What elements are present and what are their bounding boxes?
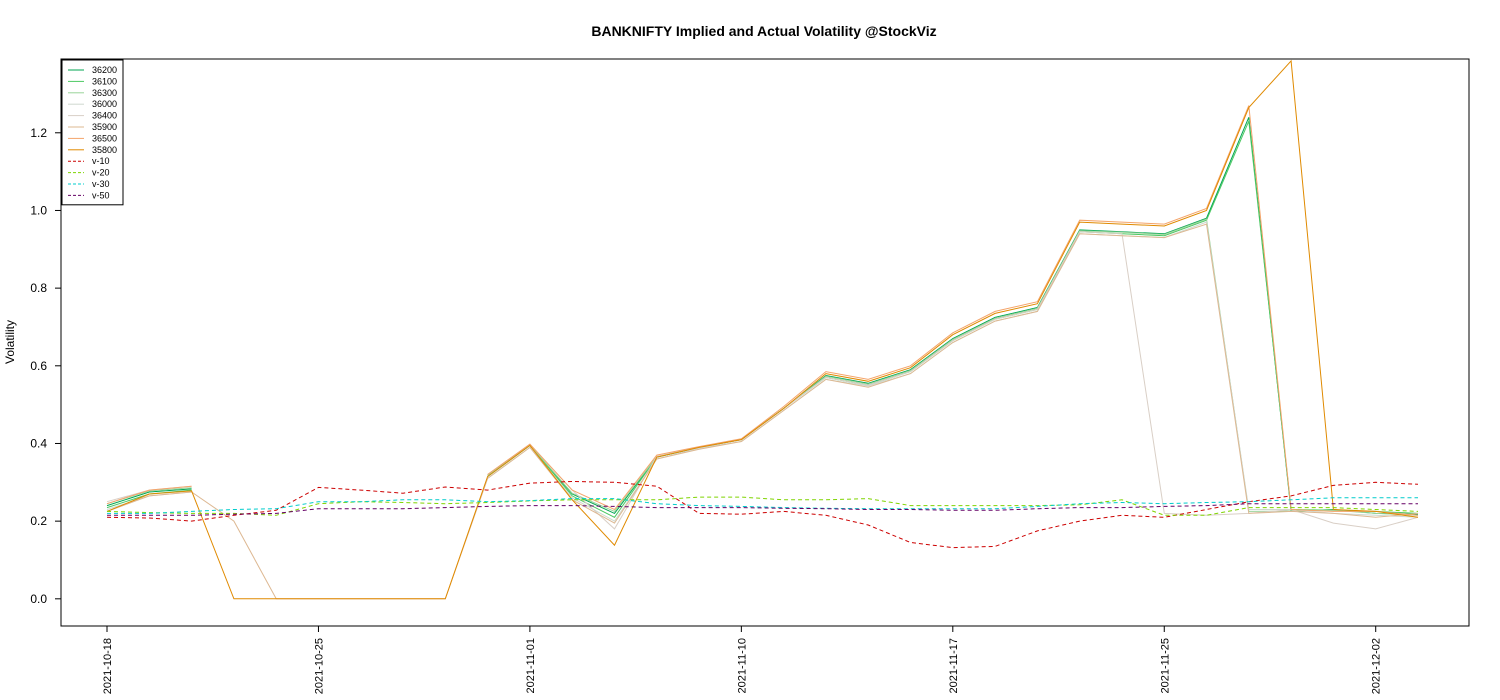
y-tick-label: 0.6 [30, 359, 47, 373]
chart-title: BANKNIFTY Implied and Actual Volatility … [591, 23, 936, 39]
series-line-36300 [106, 218, 1419, 516]
series-line-v-50 [107, 503, 1418, 516]
legend-label-35900: 35900 [92, 122, 117, 132]
x-tick-label: 2021-10-25 [313, 638, 325, 694]
legend-label-36100: 36100 [92, 76, 117, 86]
legend-label-v-30: v-30 [92, 179, 110, 189]
plot-frame [60, 58, 1470, 627]
y-tick-label: 1.0 [30, 203, 47, 217]
x-tick-label: 2021-11-01 [525, 638, 537, 693]
legend-label-v-10: v-10 [92, 156, 110, 166]
legend-label-36400: 36400 [92, 111, 117, 121]
y-axis: 0.0 0.2 0.4 0.6 0.8 1.0 1.2 [30, 126, 62, 606]
series-line-v-20 [106, 496, 1419, 516]
y-tick-label: 0.4 [30, 436, 47, 450]
legend-label-36500: 36500 [92, 133, 117, 143]
x-axis: 2021-10-18 2021-10-25 2021-11-01 2021-11-10… [102, 625, 1383, 694]
x-tick-label: 2021-10-18 [102, 638, 114, 694]
y-tick-label: 0.0 [30, 592, 47, 606]
series-line-36000 [106, 221, 1419, 522]
legend-label-v-50: v-50 [92, 190, 110, 200]
series-line-35800 [106, 59, 1419, 600]
series-layer [106, 59, 1419, 600]
legend-label-v-20: v-20 [92, 168, 110, 178]
series-line-v-30 [107, 497, 1418, 514]
y-tick-label: 1.2 [30, 126, 47, 140]
x-tick-label: 2021-11-17 [948, 638, 960, 693]
x-tick-label: 2021-12-02 [1371, 638, 1383, 694]
series-line-35900 [106, 223, 1419, 600]
legend-label-36200: 36200 [92, 65, 117, 75]
x-tick-label: 2021-11-25 [1159, 638, 1171, 693]
y-tick-label: 0.2 [30, 514, 47, 528]
legend-box [61, 59, 124, 206]
series-line-36500 [106, 105, 1419, 516]
x-tick-label: 2021-11-10 [736, 638, 748, 693]
series-line-36200 [106, 117, 1419, 515]
legend-label-36300: 36300 [92, 88, 117, 98]
y-tick-label: 0.8 [30, 281, 47, 295]
series-line-36400 [106, 231, 1419, 530]
legend-label-36000: 36000 [92, 99, 117, 109]
y-axis-label: Volatility [3, 320, 17, 364]
series-line-v-10 [106, 480, 1419, 549]
legend-label-35800: 35800 [92, 145, 117, 155]
